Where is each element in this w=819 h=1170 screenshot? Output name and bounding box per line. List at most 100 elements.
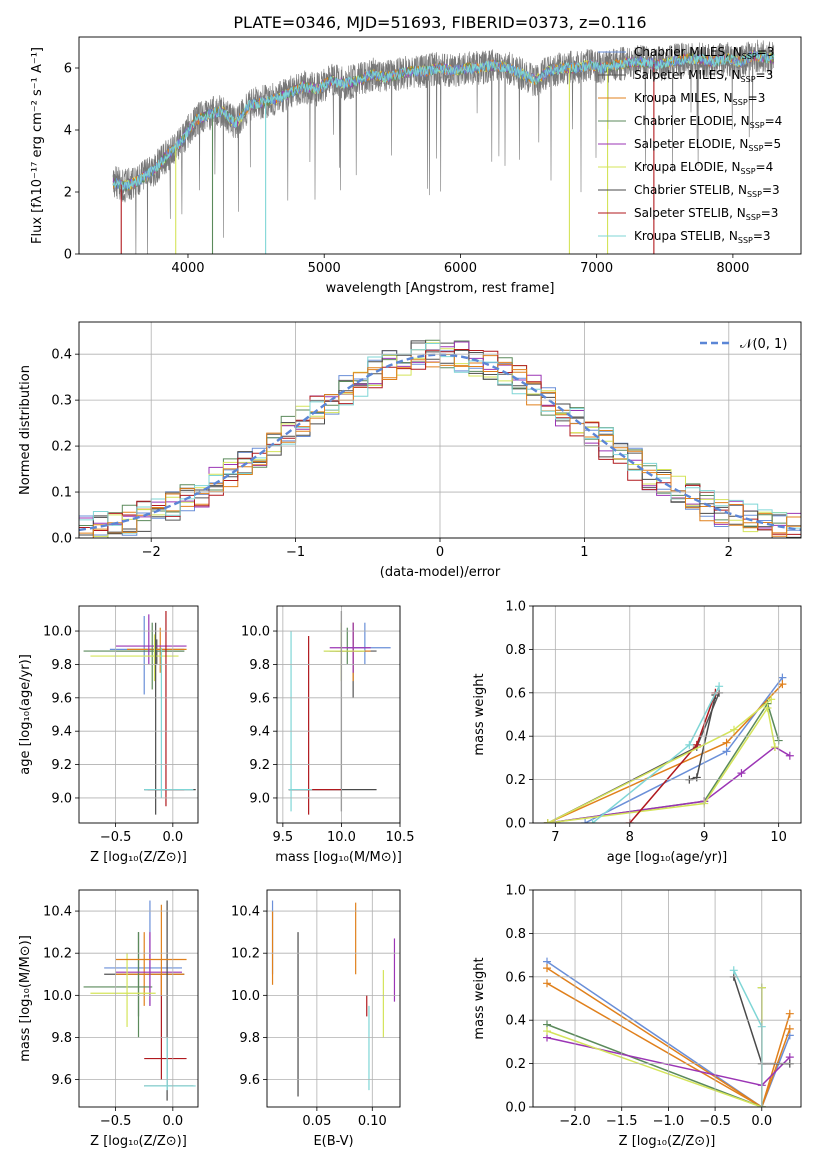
tick-label-y: 9.0: [51, 791, 72, 806]
tick-label-y: 9.6: [51, 1073, 72, 1088]
tick-label-x: −0.5: [100, 1114, 132, 1129]
legend-entry: Kroupa MILES, NSSP=3: [598, 91, 765, 107]
x-axis-label: E(B-V): [313, 1134, 353, 1149]
tick-label-x: 0.0: [162, 830, 183, 845]
massweight-line: [547, 746, 791, 823]
massweight-line: [546, 967, 791, 1107]
errorbar-point: [115, 614, 187, 665]
data-point: [685, 740, 694, 749]
tick-label-y: 0.3: [51, 394, 72, 409]
tick-label-y: 0.0: [505, 1101, 526, 1116]
tick-label-x: 7: [551, 830, 559, 845]
plot-layer: 4000 5000 6000 7000 8000 0 2 4 6 wavelength [Angs…: [18, 36, 802, 1149]
tick-label-x: −1.5: [606, 1114, 638, 1129]
massweight-line: [546, 982, 791, 1107]
y-axis-label: mass [log₁₀(M/M⊙)]: [18, 935, 33, 1062]
legend-label: Salpeter MILES, NSSP=3: [634, 68, 773, 84]
errorbar-point: [147, 611, 185, 807]
errorbar-point: [83, 932, 153, 1038]
tick-label-x: 9: [700, 830, 708, 845]
data-point: [543, 1027, 552, 1036]
errorbar-point: [115, 932, 182, 1006]
tick-label-y: 0.2: [51, 440, 72, 455]
plot-area: [288, 611, 391, 815]
panel-mass_vs_ebv: 0.05 0.10 9.6 9.8 10.0 10.2 10.4 E(B-V): [231, 889, 401, 1149]
x-axis-label: wavelength [Angstrom, rest frame]: [326, 281, 555, 296]
tick-label-y: 10.2: [231, 947, 260, 962]
legend-entry: Salpeter STELIB, NSSP=3: [598, 206, 778, 222]
legend-entry: Chabrier STELIB, NSSP=3: [598, 183, 780, 199]
panel-massweight_vs_age: 7 8 9 10 0.0 0.2 0.4 0.6 0.8 1.0 age [log₁₀(age/yr…: [472, 600, 802, 865]
tick-label-y: 6: [64, 62, 72, 77]
errorbar-point: [144, 900, 194, 1101]
tick-label-x: 4000: [171, 261, 204, 276]
data-point: [543, 819, 552, 823]
tick-label-y: 10.0: [231, 989, 260, 1004]
data-point: [778, 680, 787, 689]
data-point: [785, 1009, 794, 1018]
legend-label: Chabrier MILES, NSSP=3: [634, 45, 774, 61]
legend-label: Kroupa MILES, NSSP=3: [634, 91, 765, 107]
axes-frame: [276, 605, 401, 824]
errorbar-point: [144, 1037, 196, 1091]
data-point: [722, 747, 731, 756]
tick-label-x: 0.0: [751, 1114, 772, 1129]
tick-label-x: −0.5: [699, 1114, 731, 1129]
tick-label-y: 0.2: [505, 1057, 526, 1072]
legend-entry: Salpeter MILES, NSSP=3: [598, 68, 773, 84]
axes-frame: [78, 605, 199, 824]
tick-label-y: 0.4: [505, 1014, 526, 1029]
tick-label-y: 9.8: [249, 658, 270, 673]
legend-entry: Kroupa ELODIE, NSSP=4: [598, 160, 773, 176]
errorbar-point: [144, 647, 194, 798]
tick-label-y: 0.0: [51, 532, 72, 547]
data-point: [767, 695, 776, 704]
tick-label-y: 0.6: [505, 686, 526, 701]
tick-label-y: 0: [64, 248, 72, 263]
axes-frame: [78, 889, 199, 1108]
data-point: [715, 682, 724, 691]
tick-label-x: −1.0: [653, 1114, 685, 1129]
axes-frame: [78, 321, 802, 539]
tick-label-y: 10.4: [43, 905, 72, 920]
errorbar-point: [115, 639, 185, 665]
errorbar-point: [323, 622, 365, 682]
data-point: [692, 773, 701, 782]
errorbar-point: [347, 622, 391, 665]
errorbar-point: [323, 627, 363, 665]
x-axis-label: age [log₁₀(age/yr)]: [607, 850, 728, 865]
errorbar-point: [288, 636, 342, 815]
legend-label: Salpeter STELIB, NSSP=3: [634, 206, 778, 222]
tick-label-y: 10.4: [231, 905, 260, 920]
tick-label-x: 1: [580, 545, 588, 560]
x-axis-label: mass [log₁₀(M/M⊙)]: [275, 850, 402, 865]
legend-entry: Kroupa STELIB, NSSP=3: [598, 229, 771, 245]
y-axis-label: age [log₁₀(age/yr)]: [18, 654, 33, 775]
tick-label-y: 0.6: [505, 970, 526, 985]
data-point: [581, 819, 590, 823]
legend-label: Salpeter ELODIE, NSSP=5: [634, 137, 781, 153]
data-point: [543, 979, 552, 988]
tick-label-x: −0.5: [100, 830, 132, 845]
tick-label-y: 9.0: [249, 791, 270, 806]
errorbar-point: [127, 627, 187, 673]
data-point: [588, 819, 597, 823]
tick-label-y: 1.0: [505, 884, 526, 899]
tick-label-y: 9.8: [51, 1031, 72, 1046]
tick-label-y: 1.0: [505, 600, 526, 615]
plot-area: [271, 900, 396, 1097]
legend-entry: Salpeter ELODIE, NSSP=5: [598, 137, 781, 153]
y-axis-label: mass weight: [472, 673, 487, 755]
x-axis-label: Z [log₁₀(Z/Z⊙)]: [90, 1134, 187, 1149]
data-point: [730, 725, 738, 734]
massweight-line: [547, 698, 772, 823]
tick-label-x: 0.05: [302, 1114, 331, 1129]
tick-label-x: −2.0: [559, 1114, 591, 1129]
panel-massweight_vs_Z: −2.0 −1.5 −1.0 −0.5 0.0 0.0 0.2 0.4 0.6 0.8 1.0 Z […: [472, 884, 802, 1149]
legend-entry: Chabrier ELODIE, NSSP=4: [598, 114, 782, 130]
plot-area: [83, 900, 196, 1101]
tick-label-x: 8: [626, 830, 634, 845]
errorbar-point: [288, 611, 377, 812]
tick-label-x: 0.10: [358, 1114, 387, 1129]
